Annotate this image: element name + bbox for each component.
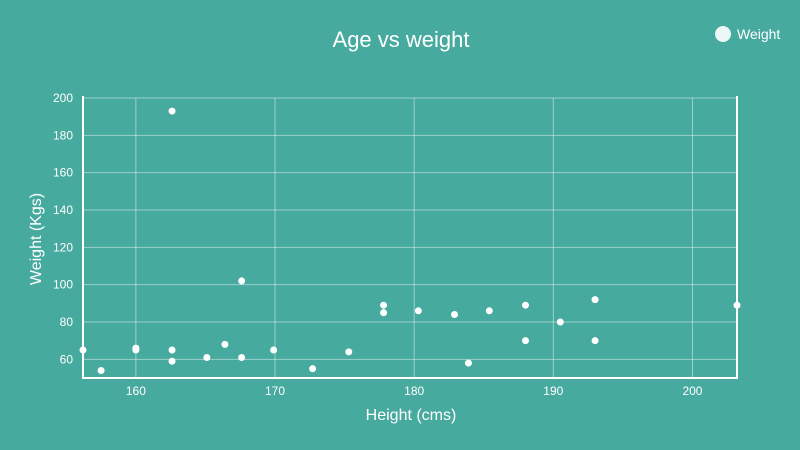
x-tick-label: 190 (543, 384, 563, 398)
data-point[interactable] (132, 344, 140, 352)
y-tick-label: 60 (60, 352, 74, 366)
x-tick-label: 160 (126, 384, 146, 398)
data-point[interactable] (238, 277, 246, 285)
chart-title: Age vs weight (333, 27, 470, 52)
data-point[interactable] (309, 365, 317, 373)
data-point[interactable] (270, 346, 278, 354)
data-point[interactable] (591, 296, 599, 304)
axes (82, 96, 738, 379)
data-point[interactable] (238, 353, 246, 361)
data-point[interactable] (168, 107, 176, 115)
grid-lines (83, 97, 737, 378)
data-point[interactable] (485, 307, 493, 315)
data-point[interactable] (203, 353, 211, 361)
data-point[interactable] (591, 337, 599, 345)
legend[interactable]: Weight (715, 26, 780, 42)
data-point[interactable] (221, 340, 229, 348)
data-point[interactable] (79, 346, 87, 354)
y-tick-label: 200 (53, 91, 73, 105)
y-tick-label: 80 (60, 315, 74, 329)
data-points (79, 107, 741, 375)
data-point[interactable] (521, 301, 529, 309)
x-axis-title: Height (cms) (366, 407, 457, 424)
x-tick-label: 180 (404, 384, 424, 398)
data-point[interactable] (168, 357, 176, 365)
data-point[interactable] (556, 318, 564, 326)
data-point[interactable] (97, 367, 105, 375)
y-axis-title: Weight (Kgs) (28, 193, 45, 285)
data-point[interactable] (380, 301, 388, 309)
y-tick-label: 180 (53, 128, 73, 142)
data-point[interactable] (521, 337, 529, 345)
legend-marker (715, 26, 731, 42)
y-tick-label: 120 (53, 240, 73, 254)
data-point[interactable] (451, 311, 459, 319)
data-point[interactable] (345, 348, 353, 356)
data-point[interactable] (168, 346, 176, 354)
y-tick-label: 100 (53, 278, 73, 292)
data-point[interactable] (733, 301, 741, 309)
data-point[interactable] (464, 359, 472, 367)
legend-label: Weight (737, 26, 780, 42)
y-axis-ticks: 60 80 100 120 140 160 180 200 (53, 91, 73, 366)
y-tick-label: 140 (53, 203, 73, 217)
data-point[interactable] (414, 307, 422, 315)
x-tick-label: 200 (682, 384, 702, 398)
x-axis-ticks: 160 170 180 190 200 (126, 384, 703, 398)
x-tick-label: 170 (265, 384, 285, 398)
y-tick-label: 160 (53, 166, 73, 180)
data-point[interactable] (380, 309, 388, 317)
